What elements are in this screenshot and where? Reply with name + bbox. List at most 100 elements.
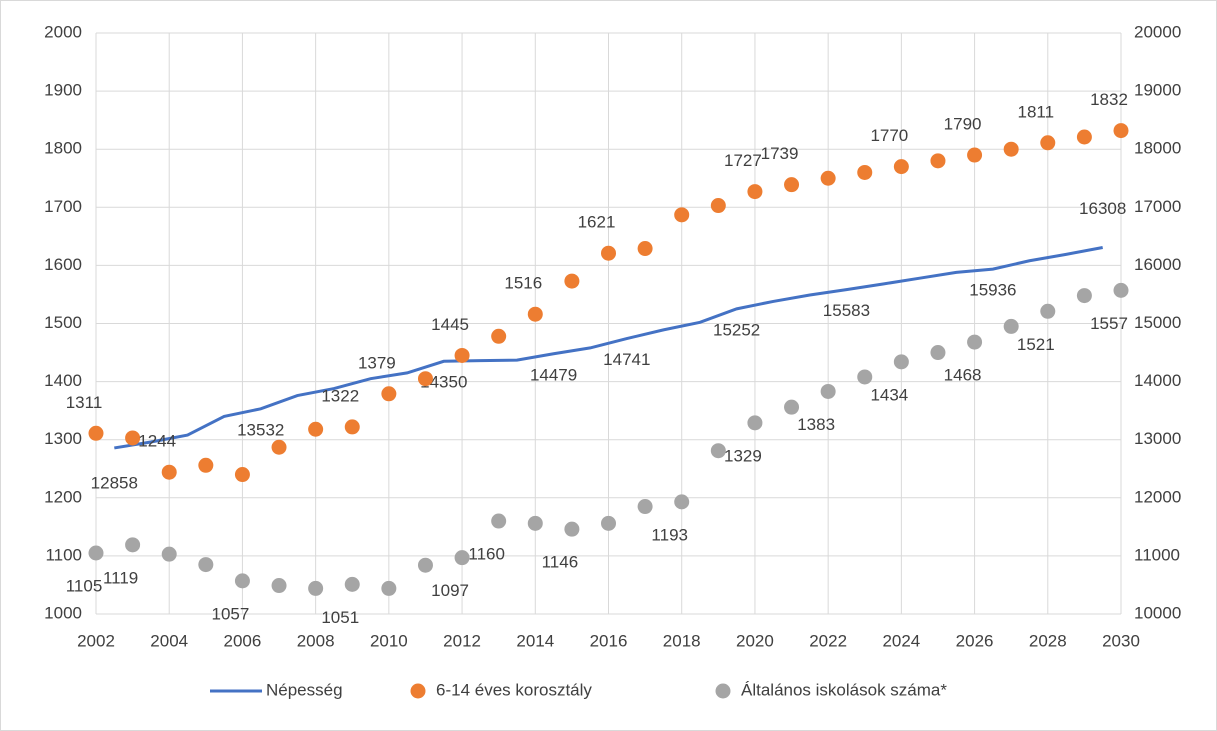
data-label: 14741 [603, 350, 650, 369]
data-point [308, 580, 324, 596]
x-tick-label: 2006 [224, 631, 262, 650]
data-label: 1051 [321, 608, 359, 627]
data-label: 1557 [1090, 314, 1128, 333]
data-label: 1811 [1018, 102, 1055, 121]
y2-tick-label: 11000 [1134, 545, 1180, 564]
x-tick-label: 2014 [516, 631, 554, 650]
data-label: 1097 [431, 581, 469, 600]
x-tick-label: 2016 [590, 631, 628, 650]
data-point [271, 439, 287, 455]
data-point [710, 443, 726, 459]
data-point [198, 457, 214, 473]
data-point [417, 371, 433, 387]
data-point [857, 369, 873, 385]
data-label: 1770 [870, 126, 908, 145]
data-point [820, 383, 836, 399]
data-point [1076, 129, 1092, 145]
data-point [674, 494, 690, 510]
y-tick-label: 1100 [45, 545, 82, 564]
data-label: 1739 [761, 144, 799, 163]
data-point [161, 464, 177, 480]
data-label: 15936 [969, 281, 1016, 300]
x-tick-label: 2022 [809, 631, 847, 650]
data-point [88, 425, 104, 441]
data-point [564, 521, 580, 537]
x-tick-label: 2008 [297, 631, 335, 650]
data-label: 1621 [578, 213, 616, 232]
data-label: 1468 [944, 366, 982, 385]
y2-tick-label: 18000 [1134, 139, 1181, 158]
data-label: 1727 [724, 151, 762, 170]
y-tick-label: 2000 [44, 22, 82, 41]
y-tick-label: 1500 [44, 313, 82, 332]
data-point [125, 430, 141, 446]
data-point [491, 328, 507, 344]
data-point [601, 245, 616, 261]
data-point [344, 576, 360, 592]
y-tick-label: 1300 [44, 429, 82, 448]
x-tick-label: 2018 [663, 631, 701, 650]
data-point [454, 347, 470, 363]
data-label: 1434 [870, 385, 908, 404]
x-tick-label: 2002 [77, 631, 115, 650]
data-label: 1311 [66, 393, 103, 412]
data-label: 1160 [468, 545, 505, 564]
x-tick-label: 2004 [150, 631, 188, 650]
y2-tick-label: 17000 [1134, 197, 1181, 216]
data-label: 1244 [138, 432, 176, 451]
data-point [417, 557, 433, 573]
x-tick-label: 2012 [443, 631, 481, 650]
data-point [1040, 135, 1056, 151]
data-point [1003, 141, 1019, 157]
data-point [747, 415, 763, 431]
data-point [308, 421, 324, 437]
legend-swatch [410, 683, 426, 699]
data-point [601, 515, 616, 531]
data-point [234, 467, 250, 483]
legend-label: Általános iskolások száma* [741, 680, 947, 699]
data-point [454, 550, 470, 566]
legend-label: Népesség [266, 680, 343, 699]
legend-label: 6-14 éves korosztály [436, 680, 592, 699]
x-tick-label: 2026 [956, 631, 994, 650]
data-point [564, 273, 580, 289]
y2-tick-label: 10000 [1134, 603, 1181, 622]
data-label: 16308 [1079, 199, 1126, 218]
data-point [637, 499, 653, 515]
data-point [893, 354, 909, 370]
data-label: 1832 [1090, 90, 1128, 109]
data-point [125, 537, 141, 553]
data-point [967, 147, 983, 163]
data-point [161, 546, 177, 562]
y-tick-label: 1900 [44, 81, 82, 100]
data-point [857, 164, 873, 180]
x-tick-label: 2030 [1102, 631, 1140, 650]
x-tick-label: 2020 [736, 631, 774, 650]
x-tick-label: 2010 [370, 631, 408, 650]
data-point [784, 177, 800, 193]
data-point [88, 545, 104, 561]
data-label: 1329 [724, 446, 762, 465]
data-point [820, 170, 836, 186]
x-tick-label: 2024 [882, 631, 920, 650]
data-point [930, 153, 946, 169]
x-tick-label: 2028 [1029, 631, 1067, 650]
data-point [527, 306, 543, 322]
data-label: 1379 [358, 353, 396, 372]
data-point [1113, 282, 1129, 298]
data-label: 1322 [321, 386, 359, 405]
y-tick-label: 1000 [44, 603, 82, 622]
y2-tick-label: 16000 [1134, 255, 1181, 274]
y-tick-label: 1600 [44, 255, 82, 274]
data-point [381, 580, 397, 596]
data-label: 1521 [1017, 335, 1055, 354]
legend-swatch [715, 683, 731, 699]
data-point [198, 557, 214, 573]
data-point [674, 207, 690, 223]
data-label: 1057 [212, 604, 250, 623]
data-label: 1445 [431, 315, 469, 334]
data-point [1076, 288, 1092, 304]
data-point [344, 419, 360, 435]
series-line [114, 246, 1103, 450]
